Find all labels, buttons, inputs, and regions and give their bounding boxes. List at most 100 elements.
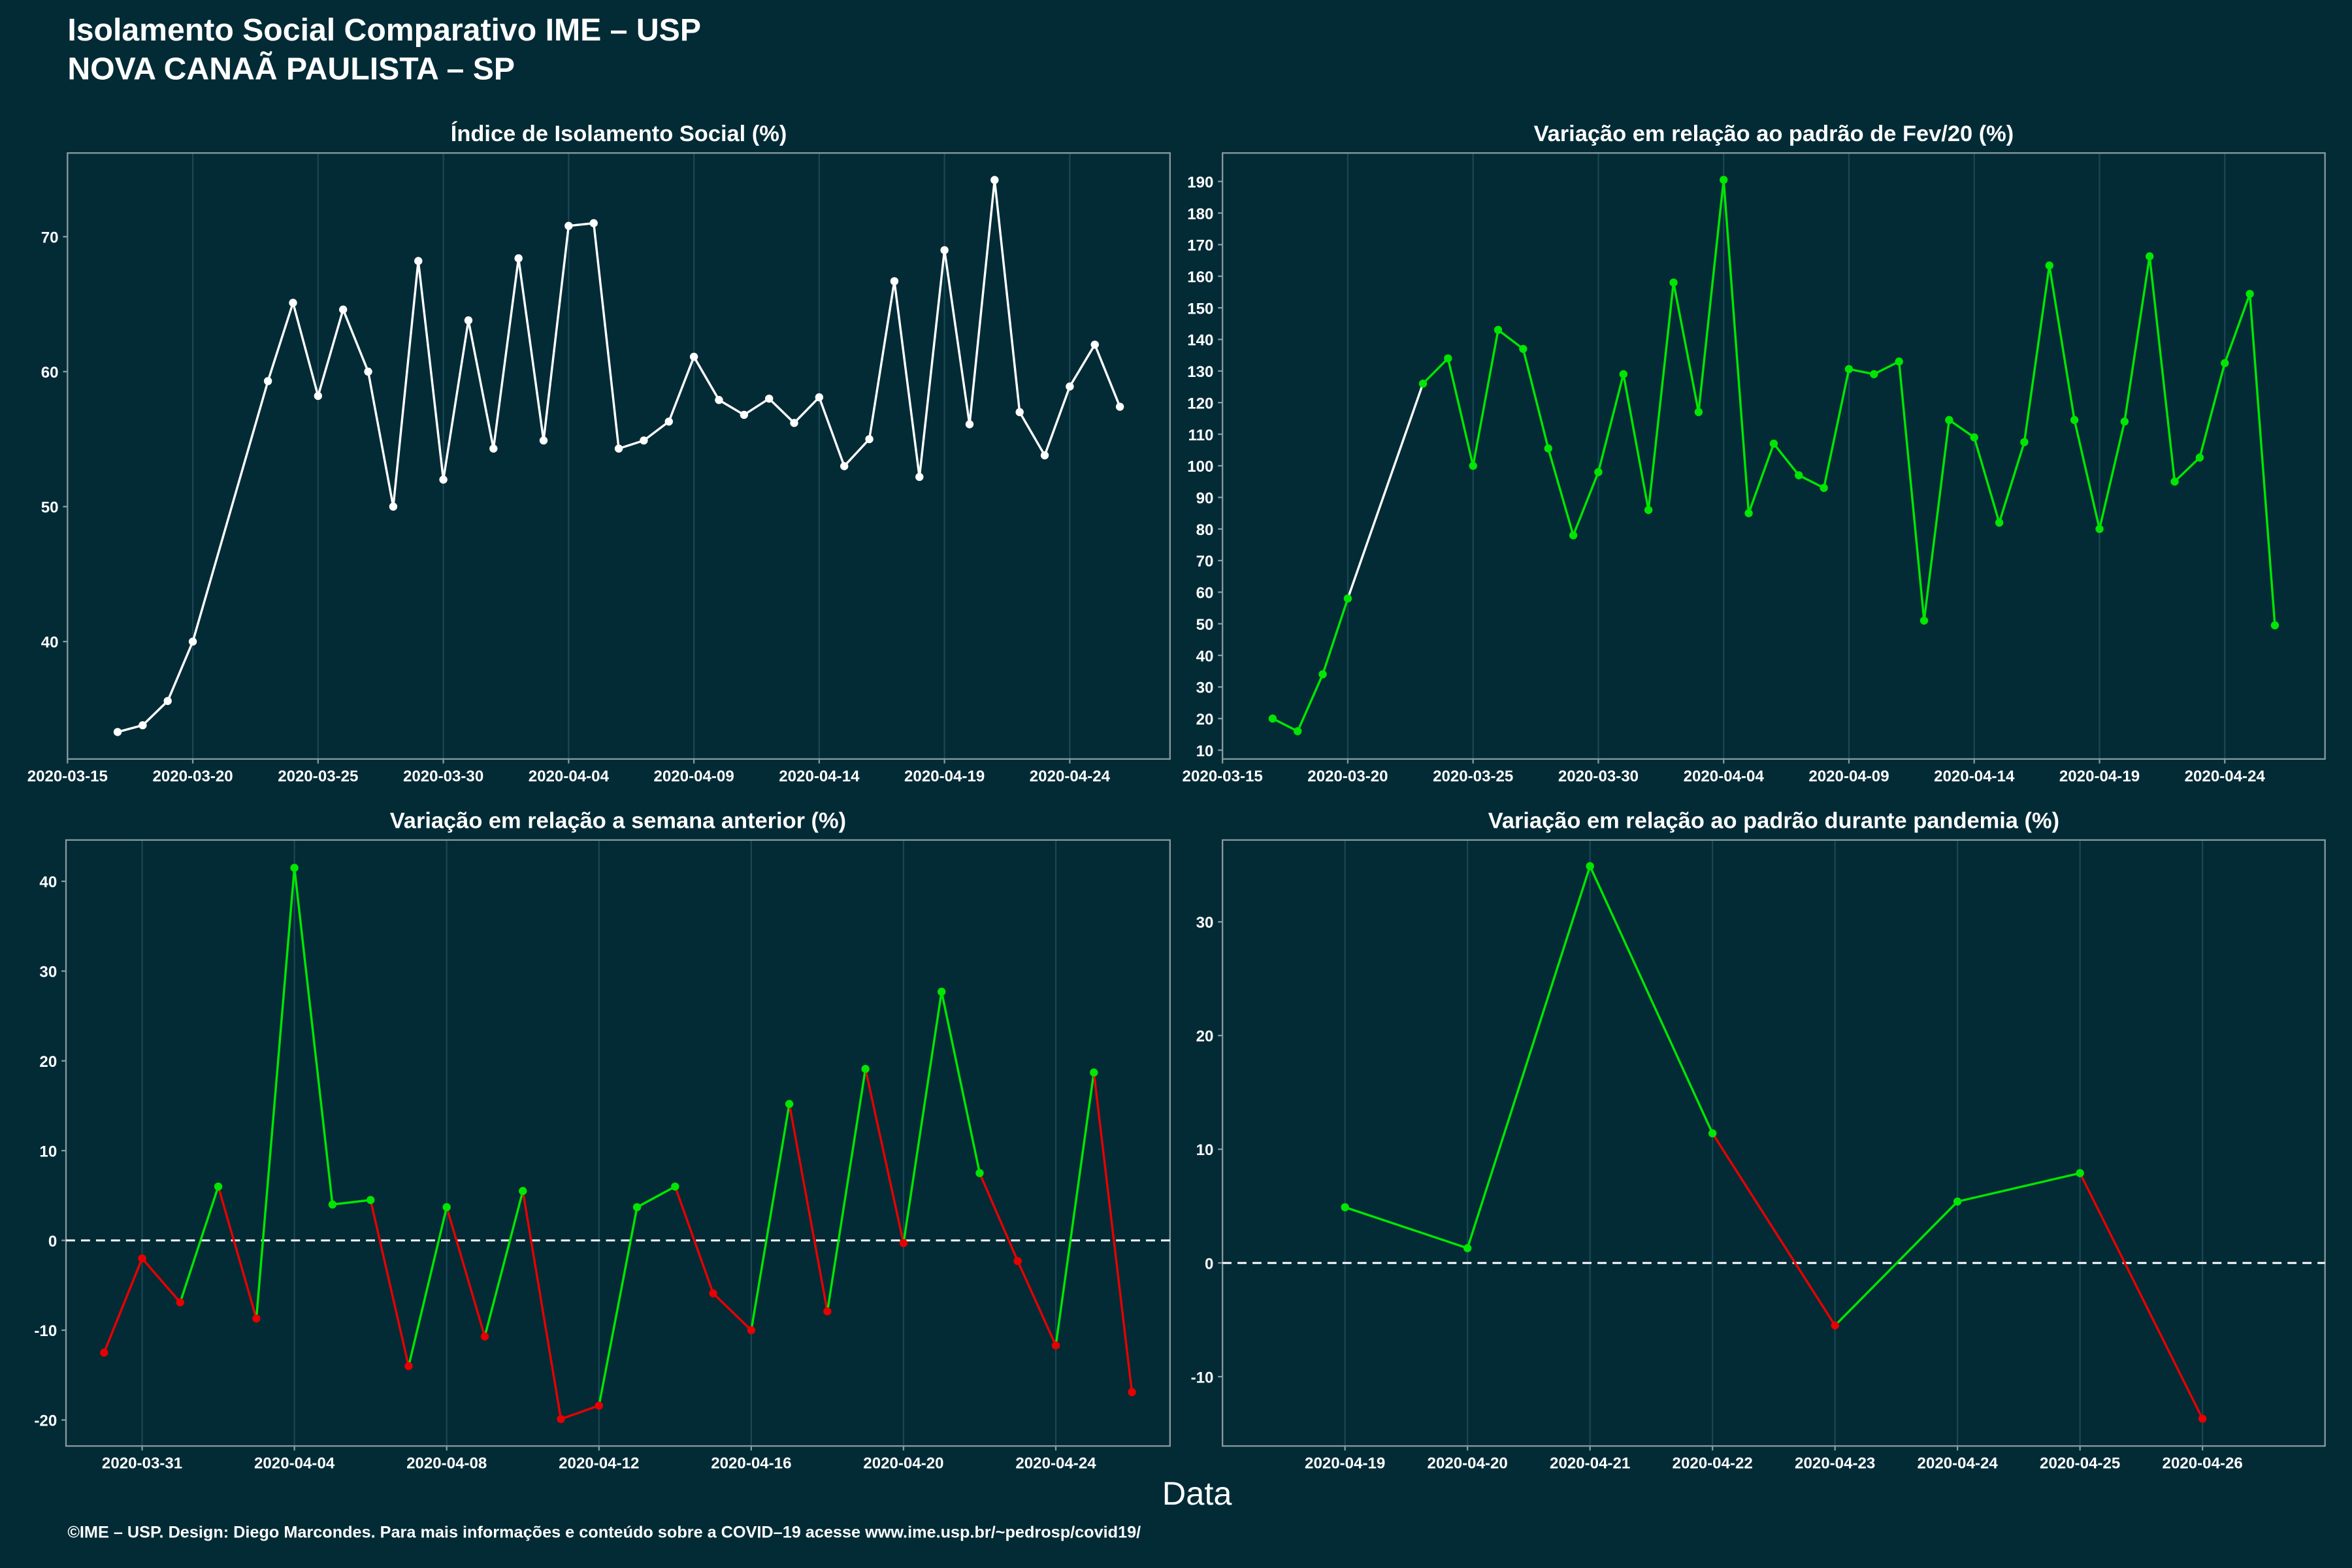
data-point [1544,444,1552,453]
x-tick-label: 2020-03-31 [102,1455,182,1473]
data-point [2070,416,2079,425]
data-point [289,299,297,307]
line-segment [1647,282,1675,510]
line-segment [1068,344,1096,387]
plot-border [67,152,1171,760]
line-segment [521,1190,563,1420]
data-point [1744,509,1753,517]
line-segment [142,700,169,727]
line-segment [978,1172,1019,1262]
line-segment [693,356,720,401]
x-tick-label: 2020-04-24 [1015,1455,1096,1473]
line-segment [332,1199,371,1206]
data-point [1469,461,1477,470]
line-segment [718,399,745,416]
y-tick-label: 90 [1196,489,1214,507]
y-tick-label: 40 [1196,647,1214,665]
line-segment [103,1258,144,1354]
data-point [1463,1244,1472,1252]
line-segment [1094,344,1121,408]
data-point [252,1314,261,1323]
data-point [1268,714,1277,723]
data-point [1919,616,1929,625]
line-segment [1873,360,1900,376]
data-point [290,864,299,872]
data-point [489,444,498,453]
line-segment [1822,368,1850,489]
data-point [1418,380,1428,388]
y-tick-label: 0 [1205,1255,1213,1273]
line-segment [1092,1072,1134,1393]
data-point [1115,402,1124,411]
line-segment [1572,471,1600,536]
data-point [1844,365,1854,374]
x-tick-label: 2020-03-25 [278,768,358,785]
data-point [975,1169,984,1177]
line-segment [1522,348,1550,449]
data-point [2270,621,2279,630]
line-segment [167,641,194,702]
line-segment [788,1103,829,1312]
line-segment [407,1207,448,1367]
data-point [640,436,648,445]
data-point [519,1186,527,1196]
x-tick-label: 2020-03-30 [403,768,483,785]
line-segment [2174,457,2201,483]
data-point [328,1200,337,1209]
data-point [1720,176,1728,184]
y-tick-label: 20 [39,1053,57,1071]
y-tick-label: 160 [1187,269,1213,286]
data-point [595,1401,603,1410]
data-point [464,316,473,325]
data-point [899,1239,908,1247]
line-segment [560,1404,600,1420]
data-point [1294,727,1302,736]
y-tick-label: 30 [1196,914,1214,932]
data-point [1644,506,1653,514]
x-tick-label: 2020-03-15 [1183,768,1263,785]
x-tick-label: 2020-04-19 [904,768,985,785]
line-segment [2073,419,2101,530]
data-point [940,246,949,255]
data-point [364,367,372,376]
data-point [1953,1197,1962,1206]
data-point [2045,261,2053,270]
data-point [139,721,147,730]
x-tick-label: 2020-04-12 [559,1455,639,1473]
data-point [414,257,423,265]
data-point [389,502,398,511]
x-tick-label: 2020-03-15 [27,768,108,785]
line-segment [968,180,996,425]
x-tick-label: 2020-04-24 [1030,768,1111,785]
line-segment [1054,1072,1095,1346]
line-segment [1722,180,1750,514]
plot-border [65,839,1171,1447]
data-point [915,472,924,482]
x-tick-label: 2020-03-30 [1558,768,1639,785]
data-point [1945,416,1953,425]
data-point [439,475,448,484]
data-point [1013,1256,1022,1266]
data-point [338,305,348,314]
data-point [1586,862,1594,870]
y-tick-label: 10 [1196,1141,1214,1159]
x-tick-label: 2020-04-19 [1305,1455,1385,1473]
data-point [557,1414,565,1424]
line-segment [618,439,644,450]
line-segment [750,1103,791,1331]
footer: ©IME – USP. Design: Diego Marcondes. Par… [67,1523,1141,1541]
x-tick-label: 2020-04-09 [1808,768,1889,785]
line-segment [267,302,295,382]
data-point [1090,340,1099,349]
y-tick-label: 180 [1187,205,1213,223]
line-segment [255,868,296,1319]
x-tick-label: 2020-04-14 [779,768,860,785]
data-point [404,1362,413,1371]
data-point [861,1064,870,1073]
x-tick-label: 2020-03-20 [1307,768,1388,785]
y-tick-label: 60 [41,364,59,382]
line-segment [1848,368,1874,376]
line-segment [1321,598,1349,675]
y-tick-label: 20 [1196,1028,1214,1045]
